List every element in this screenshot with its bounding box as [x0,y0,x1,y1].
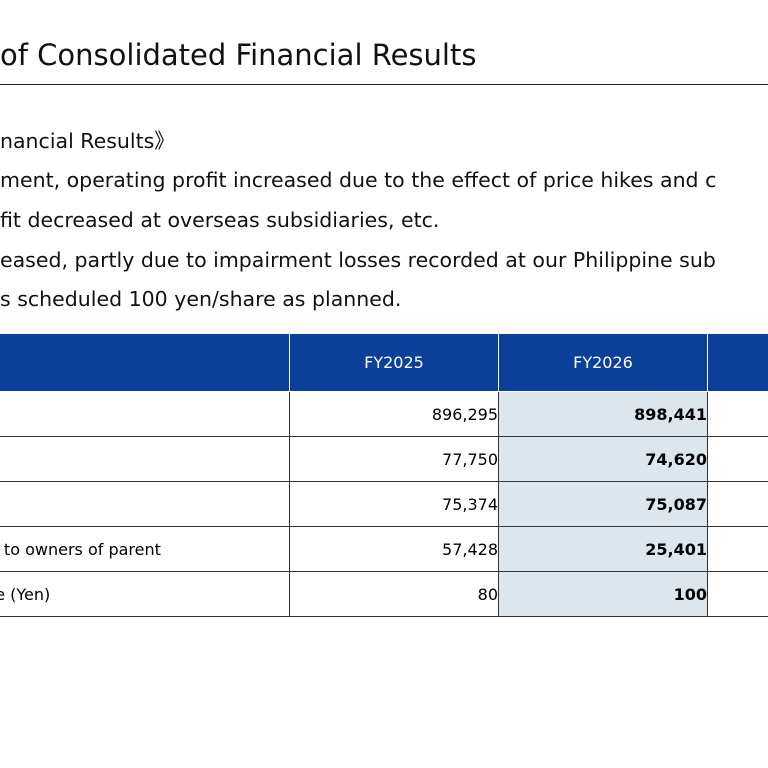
fy2026-value: 25,401 [498,526,708,572]
header-change [707,334,768,392]
empty-cell [707,481,768,527]
row-label: re (Yen) [0,571,290,617]
summary-line-4: s scheduled 100 yen/share as planned. [0,287,402,311]
empty-cell [707,526,768,572]
row-label [0,391,290,437]
header-fy2026: FY2026 [498,334,708,392]
header-fy2025: FY2025 [289,334,499,392]
row-label [0,481,290,527]
fy2026-value: 100 [498,571,708,617]
fy2025-value: 77,750 [289,436,499,482]
table-row: re (Yen) 80 100 [0,571,768,617]
fy2026-value: 74,620 [498,436,708,482]
title-divider [0,84,768,85]
empty-cell [707,391,768,437]
row-label: e to owners of parent [0,526,290,572]
empty-cell [707,436,768,482]
fy2025-value: 57,428 [289,526,499,572]
table-header-row: FY2025 FY2026 [0,334,768,392]
section-heading: nancial Results》 [0,129,175,153]
table-row: 896,295 898,441 [0,391,768,437]
fy2026-value: 75,087 [498,481,708,527]
summary-line-1: ment, operating profit increased due to … [0,168,717,192]
fy2026-value: 898,441 [498,391,708,437]
table-row: 77,750 74,620 [0,436,768,482]
empty-cell [707,571,768,617]
row-label [0,436,290,482]
fy2025-value: 75,374 [289,481,499,527]
summary-line-2: fit decreased at overseas subsidiaries, … [0,208,440,232]
fy2025-value: 80 [289,571,499,617]
table-row: e to owners of parent 57,428 25,401 [0,526,768,572]
header-item [0,334,290,392]
summary-line-3: eased, partly due to impairment losses r… [0,248,716,272]
page-title: of Consolidated Financial Results [0,38,477,72]
fy2025-value: 896,295 [289,391,499,437]
financial-results-table: FY2025 FY2026 896,295 898,441 77,750 74,… [0,334,768,617]
table-row: 75,374 75,087 [0,481,768,527]
